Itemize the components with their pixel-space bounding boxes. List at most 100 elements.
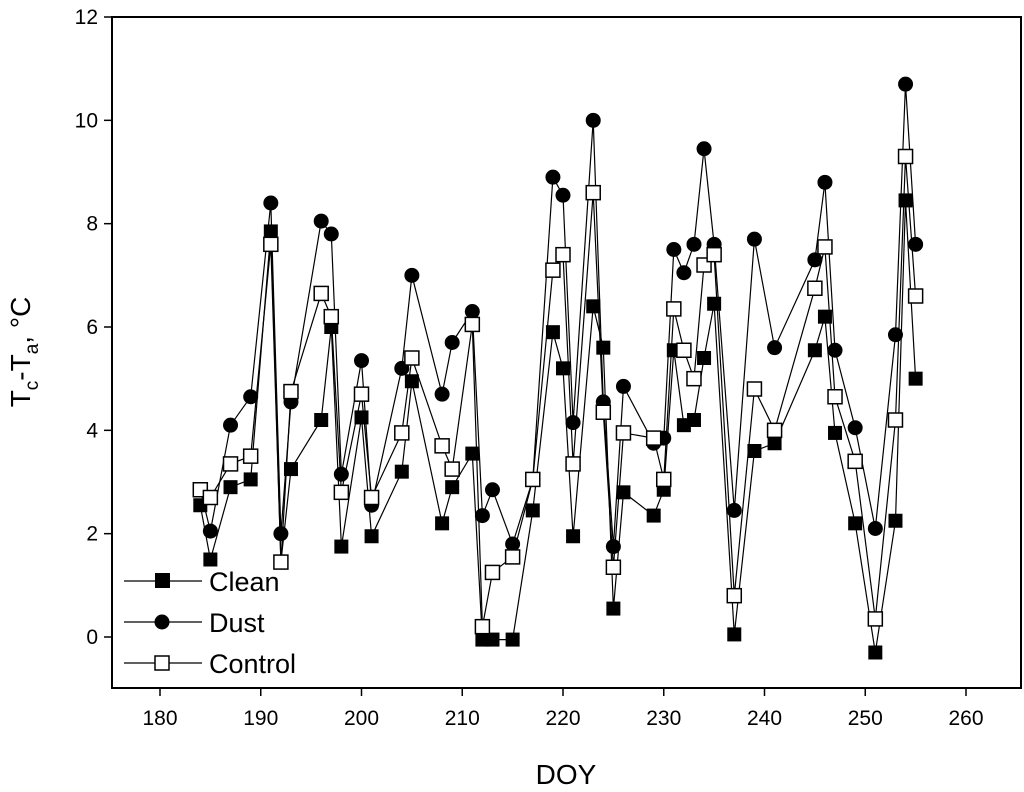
point-dust xyxy=(354,353,369,369)
point-dust xyxy=(263,195,279,211)
legend-item-control: Control xyxy=(124,649,296,679)
point-clean xyxy=(646,508,661,523)
y-axis-title-sub2: a xyxy=(22,343,43,354)
point-clean xyxy=(817,309,832,324)
point-dust xyxy=(223,417,239,433)
point-clean xyxy=(606,601,621,616)
legend: Clean Dust Control xyxy=(124,567,296,679)
point-control xyxy=(273,554,289,570)
point-dust xyxy=(807,252,823,268)
y-axis-title: Tc-Ta, °C xyxy=(5,297,43,408)
point-control xyxy=(897,148,914,165)
point-dust xyxy=(565,415,581,431)
point-dust xyxy=(474,508,490,524)
y-tick-label: 2 xyxy=(86,523,98,546)
point-clean xyxy=(566,529,581,544)
point-clean xyxy=(445,480,460,495)
point-dust xyxy=(676,265,692,281)
point-dust xyxy=(827,342,843,358)
point-control xyxy=(726,587,743,604)
point-control xyxy=(656,471,672,488)
point-control xyxy=(817,239,833,255)
x-tick-label: 220 xyxy=(545,707,580,730)
point-control xyxy=(525,471,541,488)
point-dust xyxy=(898,76,914,92)
series-line-dust xyxy=(199,84,917,547)
point-dust xyxy=(323,226,339,242)
point-control xyxy=(676,342,692,358)
point-clean xyxy=(263,224,278,239)
plot-frame xyxy=(111,16,1022,689)
y-axis-title-end: , °C xyxy=(5,297,36,344)
axis-ticks: 180 190 200 210 220 230 240 250 260 0 2 4 6 8 10 12 xyxy=(75,6,984,730)
point-control xyxy=(847,453,863,470)
point-clean xyxy=(868,645,883,660)
point-dust xyxy=(313,213,329,229)
point-control xyxy=(666,301,682,317)
point-dust xyxy=(484,482,500,498)
point-clean xyxy=(223,480,238,495)
point-clean xyxy=(556,361,570,376)
point-control xyxy=(474,618,491,635)
point-dust xyxy=(726,502,742,518)
legend-item-clean: Clean xyxy=(124,567,280,597)
y-axis-title-mid: -T xyxy=(5,354,36,380)
point-dust xyxy=(404,267,420,283)
point-control xyxy=(555,246,571,263)
point-clean xyxy=(404,374,419,389)
point-dust xyxy=(817,174,833,190)
point-dust xyxy=(686,236,702,252)
point-clean xyxy=(465,446,480,461)
series-layer xyxy=(192,76,924,660)
point-clean xyxy=(686,413,701,427)
point-control xyxy=(394,425,410,441)
point-control xyxy=(565,456,581,472)
point-clean xyxy=(485,632,500,647)
point-dust xyxy=(696,141,712,157)
point-clean xyxy=(888,513,903,528)
point-control xyxy=(202,489,219,506)
point-control xyxy=(404,350,420,366)
point-control xyxy=(263,236,279,253)
point-clean xyxy=(314,413,329,427)
x-tick-label: 250 xyxy=(848,707,883,730)
point-control xyxy=(323,308,340,325)
point-clean xyxy=(505,632,520,647)
point-dust xyxy=(464,304,480,319)
series-dust xyxy=(192,76,924,555)
point-control xyxy=(464,316,481,333)
point-clean xyxy=(596,340,611,355)
y-tick-label: 12 xyxy=(75,6,98,29)
point-control xyxy=(827,389,843,405)
y-axis-title-sub1: c xyxy=(22,381,43,391)
x-tick-label: 180 xyxy=(142,707,177,730)
point-clean xyxy=(908,371,923,386)
point-clean xyxy=(807,343,822,358)
y-tick-label: 4 xyxy=(86,419,98,442)
legend-label-control: Control xyxy=(209,649,296,679)
legend-label-clean: Clean xyxy=(209,567,280,597)
point-dust xyxy=(767,340,783,356)
series-line-clean xyxy=(199,200,917,653)
point-clean xyxy=(364,529,379,544)
point-dust xyxy=(545,169,561,185)
point-control xyxy=(595,404,612,420)
point-clean xyxy=(616,485,631,500)
point-control xyxy=(605,559,622,575)
point-control xyxy=(645,430,662,446)
x-tick-label: 260 xyxy=(948,707,983,730)
x-tick-label: 240 xyxy=(747,707,782,730)
point-clean xyxy=(394,464,409,479)
series-line-control xyxy=(199,156,917,627)
y-tick-label: 8 xyxy=(86,213,98,236)
point-clean xyxy=(334,539,349,554)
point-dust xyxy=(908,236,924,252)
y-tick-label: 0 xyxy=(86,626,98,649)
legend-item-dust: Dust xyxy=(124,608,265,638)
y-tick-label: 6 xyxy=(86,316,98,339)
point-clean xyxy=(243,472,258,487)
point-control xyxy=(484,564,501,581)
series-clean xyxy=(193,193,923,660)
point-dust xyxy=(243,389,259,405)
